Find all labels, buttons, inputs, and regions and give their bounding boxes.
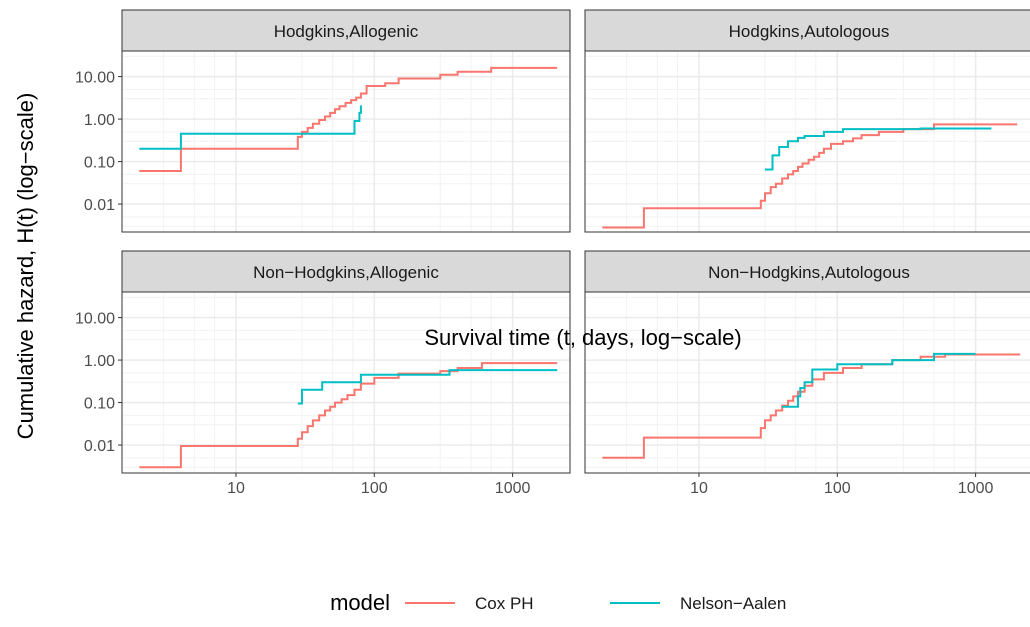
legend: model Cox PH Nelson−Aalen	[330, 590, 786, 615]
x-tick-label: 1000	[495, 480, 531, 497]
y-tick-label: 1.00	[84, 112, 115, 129]
panel-strip-label: Non−Hodgkins,Allogenic	[253, 263, 439, 282]
series-line-nelson-aalen	[765, 127, 992, 171]
series-line-nelson-aalen	[139, 105, 362, 150]
legend-label-nelson-aalen: Nelson−Aalen	[680, 594, 786, 613]
series-line-cox-ph	[602, 123, 1018, 229]
panel-strip	[584, 250, 1030, 293]
y-tick-label: 0.10	[84, 155, 115, 172]
panel-strip	[121, 9, 571, 52]
y-tick-label: 0.10	[84, 396, 115, 413]
panel-strip-label: Non−Hodgkins,Autologous	[708, 263, 910, 282]
x-tick-label: 100	[361, 480, 388, 497]
series-line-nelson-aalen	[297, 369, 558, 405]
panel-hodgkins-autologous: Hodgkins,Autologous	[584, 9, 1030, 233]
y-axis-title: Cumulative hazard, H(t) (log−scale)	[13, 93, 38, 440]
series-line-nelson-aalen	[782, 352, 976, 408]
y-axis-ticks: 0.01 0.10 1.00 10.00 0.01 0.10 1.00 10.00	[75, 70, 122, 455]
y-tick-label: 10.00	[75, 311, 115, 328]
y-tick-label: 10.00	[75, 70, 115, 87]
panel-strip	[584, 9, 1030, 52]
panel-strip	[121, 250, 571, 293]
x-tick-label: 1000	[958, 480, 994, 497]
legend-title: model	[330, 590, 390, 615]
panel-border	[584, 50, 1030, 233]
panel-hodgkins-allogenic: Hodgkins,Allogenic	[121, 9, 571, 233]
y-tick-label: 0.01	[84, 197, 115, 214]
series-line-cox-ph	[139, 66, 558, 172]
panels-layer: Hodgkins,Allogenic Hodgkins,Autologous Non…	[121, 9, 1030, 474]
y-tick-label: 0.01	[84, 438, 115, 455]
x-tick-label: 10	[227, 480, 245, 497]
panel-border	[584, 291, 1030, 474]
x-axis-title: Survival time (t, days, log−scale)	[424, 325, 741, 350]
x-tick-label: 100	[824, 480, 851, 497]
x-tick-label: 10	[690, 480, 708, 497]
panel-non-hodgkins-autologous: Non−Hodgkins,Autologous	[584, 250, 1030, 474]
panel-border	[121, 291, 571, 474]
panel-border	[121, 50, 571, 233]
x-axis-ticks: 10 100 1000 10 100 1000	[227, 473, 993, 497]
legend-label-cox-ph: Cox PH	[475, 594, 534, 613]
panel-strip-label: Hodgkins,Allogenic	[274, 22, 419, 41]
y-tick-label: 1.00	[84, 353, 115, 370]
panel-non-hodgkins-allogenic: Non−Hodgkins,Allogenic	[121, 250, 571, 474]
series-line-cox-ph	[139, 362, 558, 469]
panel-strip-label: Hodgkins,Autologous	[729, 22, 890, 41]
